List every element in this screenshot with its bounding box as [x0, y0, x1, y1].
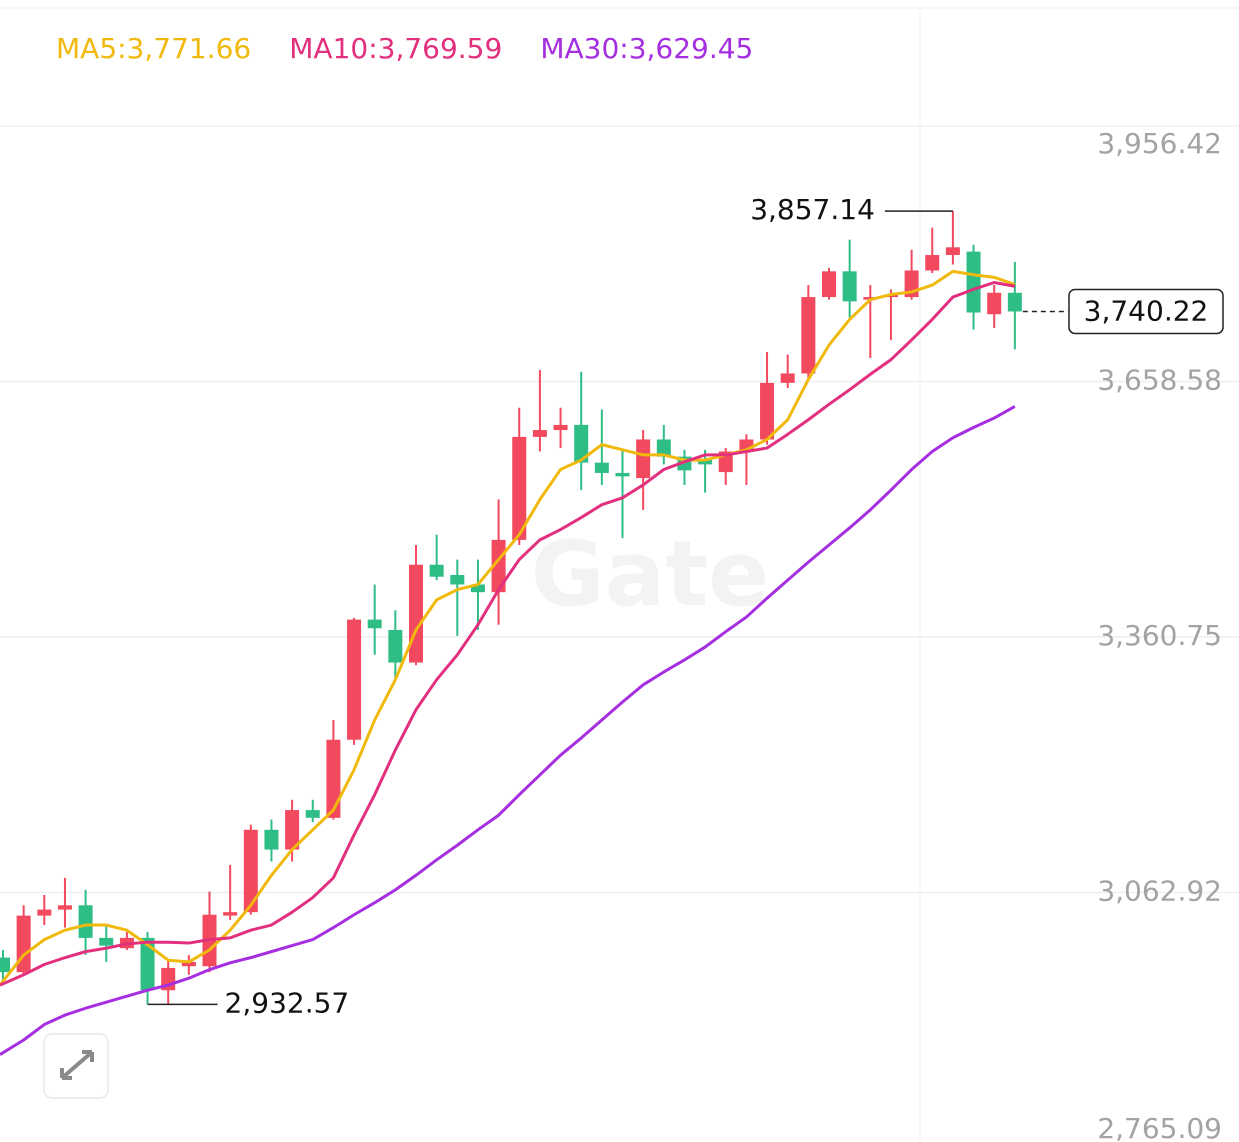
- candle-body: [99, 937, 114, 946]
- legend-entry: MA30:3,629.45: [540, 32, 753, 65]
- annotation-label: 3,857.14: [750, 193, 875, 226]
- candle-body: [16, 915, 31, 973]
- legend-entry: MA10:3,769.59: [289, 32, 502, 65]
- legend-entry: MA5:3,771.66: [56, 32, 251, 65]
- candle-body: [574, 424, 589, 463]
- candle-body: [78, 905, 93, 938]
- plot: 3,857.14 2,932.57 3,740.22: [0, 193, 1224, 1056]
- y-tick-label: 3,360.75: [1097, 619, 1222, 652]
- y-tick-label: 2,765.09: [1097, 1112, 1222, 1142]
- candle-body: [305, 810, 320, 818]
- candle-body: [326, 739, 341, 818]
- candle-body: [760, 382, 775, 440]
- expand-button[interactable]: [43, 1033, 109, 1099]
- candle-body: [491, 539, 506, 593]
- candle-body: [57, 905, 72, 910]
- candle-body: [801, 297, 816, 374]
- candle-body: [37, 909, 52, 916]
- candle-body: [532, 430, 547, 437]
- ma-line: [0, 405, 1016, 1056]
- candle-body: [409, 564, 423, 663]
- candle-body: [470, 584, 485, 593]
- candle-body: [553, 424, 568, 431]
- y-tick-label: 3,062.92: [1097, 875, 1222, 908]
- annotation-label: 2,932.57: [225, 986, 350, 1019]
- candle-body: [842, 271, 857, 302]
- candle-body: [987, 292, 1002, 315]
- y-tick-label: 3,956.42: [1097, 127, 1222, 160]
- expand-icon[interactable]: [60, 1050, 94, 1080]
- candle-body: [347, 619, 362, 740]
- candle-body: [450, 575, 465, 585]
- candle-body: [0, 957, 10, 973]
- candle-body: [223, 912, 238, 916]
- candle-body: [388, 629, 403, 663]
- candle-body: [780, 373, 795, 383]
- candle-body: [925, 255, 940, 271]
- candle-body: [698, 460, 713, 465]
- candle-body: [243, 829, 258, 913]
- candle-body: [966, 251, 981, 313]
- candle-body: [615, 472, 630, 477]
- watermark: Gate: [531, 522, 770, 627]
- candle-body: [140, 937, 155, 991]
- candle-body: [429, 564, 444, 577]
- candle-body: [822, 271, 836, 298]
- candle-body: [594, 462, 609, 473]
- last-price-box: [1068, 288, 1224, 335]
- candle-body: [264, 829, 279, 850]
- candle-body: [945, 247, 960, 256]
- candle-body: [1007, 292, 1022, 312]
- ma-line: [0, 280, 1016, 987]
- last-price-label: 3,740.22: [1084, 294, 1209, 327]
- candle-body: [285, 810, 300, 850]
- candle-body: [367, 619, 382, 629]
- ma-line: [0, 269, 1016, 987]
- candle-body: [181, 961, 196, 967]
- y-tick-label: 3,658.58: [1097, 364, 1222, 397]
- grid: 3,956.42 3,658.58 3,360.75 3,062.92 2,765.09: [0, 125, 1239, 1142]
- candle-body: [512, 436, 527, 540]
- legend: MA5:3,771.66 MA10:3,769.59 MA30:3,629.45: [56, 32, 753, 65]
- candle-body: [636, 439, 651, 479]
- candle-body: [656, 439, 671, 457]
